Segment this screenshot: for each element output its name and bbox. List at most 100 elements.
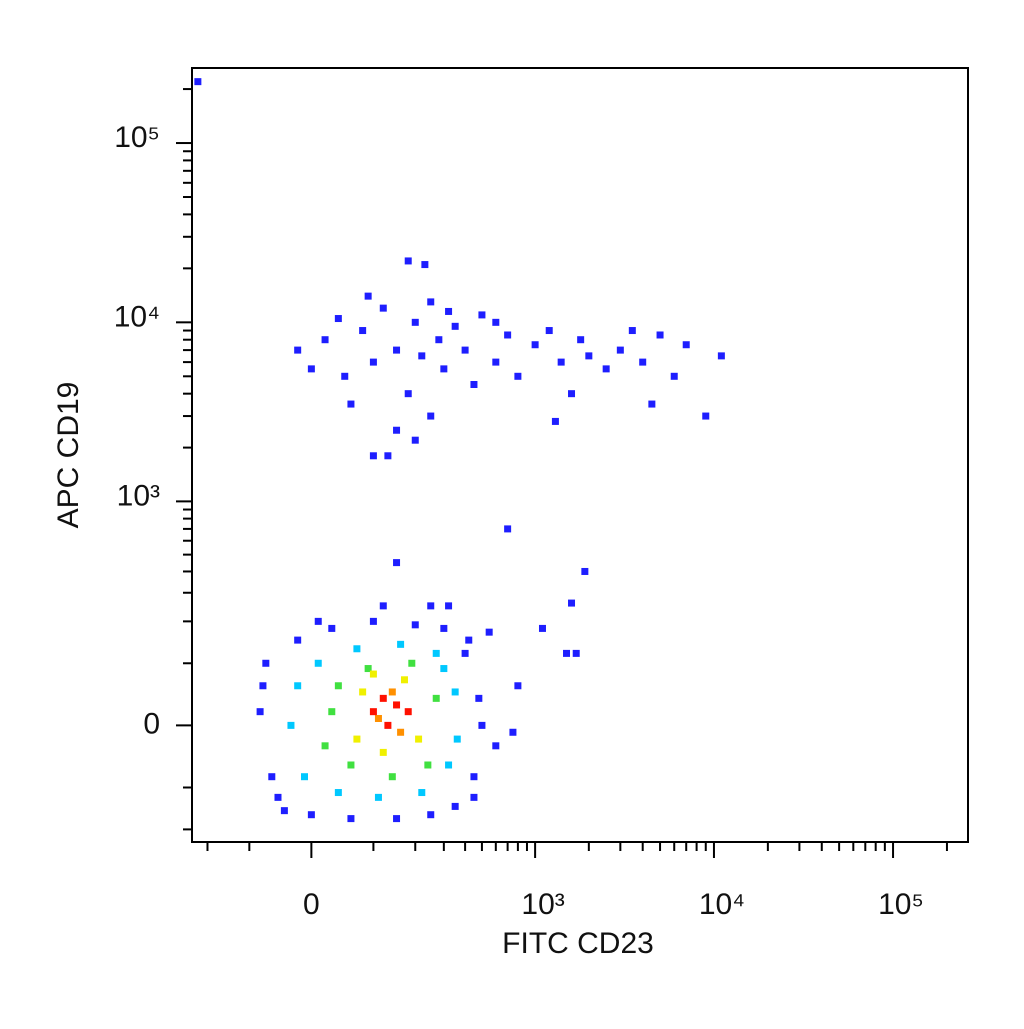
event-dot [369, 708, 377, 716]
event-dot [602, 365, 610, 373]
event-dot [359, 327, 367, 335]
event-dot [470, 380, 478, 388]
event-dot [393, 701, 401, 709]
event-dot [639, 358, 647, 366]
event-dot [538, 624, 546, 632]
event-dot [427, 811, 435, 819]
event-dot [514, 682, 522, 690]
event-dot [418, 352, 426, 360]
event-dot [307, 365, 315, 373]
event-dot [656, 331, 664, 339]
event-dot [492, 318, 500, 326]
event-dot [514, 372, 522, 380]
event-dot [545, 327, 553, 335]
event-dot [568, 599, 576, 607]
event-dot [451, 322, 459, 330]
y-tick-label: 10⁵ [114, 121, 160, 154]
event-dot [628, 327, 636, 335]
event-dot [268, 773, 276, 781]
event-dot [393, 815, 401, 823]
event-dot [364, 292, 372, 300]
event-dot [388, 688, 396, 696]
event-dot [445, 307, 453, 315]
event-dot [347, 761, 355, 769]
event-dot [400, 676, 408, 684]
event-dot [374, 714, 382, 722]
event-dot [492, 742, 500, 750]
event-dot [670, 372, 678, 380]
event-dot [717, 352, 725, 360]
event-dot [307, 811, 315, 819]
event-dot [453, 735, 461, 743]
event-dot [440, 665, 448, 673]
event-dot [440, 365, 448, 373]
event-dot [280, 807, 288, 815]
event-dot [504, 331, 512, 339]
event-dot [364, 665, 372, 673]
x-tick-label: 10³ [521, 888, 564, 921]
event-dot [294, 682, 302, 690]
event-dot [465, 636, 473, 644]
event-dot [404, 708, 412, 716]
event-dot [347, 815, 355, 823]
event-dot [415, 735, 423, 743]
x-axis-label: FITC CD23 [502, 927, 654, 960]
event-dot [294, 636, 302, 644]
plot-frame [191, 67, 969, 843]
event-dot [393, 426, 401, 434]
event-dot [359, 688, 367, 696]
event-dot [397, 728, 405, 736]
event-dot [262, 659, 270, 667]
event-dot [321, 336, 329, 344]
y-axis-label: APC CD19 [52, 382, 85, 529]
event-dot [411, 436, 419, 444]
event-dot [328, 624, 336, 632]
event-dot [470, 773, 478, 781]
event-dot [334, 789, 342, 797]
event-dot [374, 793, 382, 801]
event-dot [504, 525, 512, 533]
event-dot [379, 694, 387, 702]
event-dot [259, 682, 267, 690]
event-dot [314, 617, 322, 625]
event-dot [379, 748, 387, 756]
event-dot [445, 761, 453, 769]
event-dot [379, 304, 387, 312]
event-dot [369, 670, 377, 678]
event-dot [274, 793, 282, 801]
event-dot [421, 261, 429, 269]
event-dot [478, 721, 486, 729]
event-dot [411, 621, 419, 629]
event-dot [424, 761, 432, 769]
event-dot [432, 649, 440, 657]
event-dot [256, 708, 264, 716]
event-dot [334, 315, 342, 323]
event-dot [404, 257, 412, 265]
event-dot [492, 358, 500, 366]
event-dot [478, 311, 486, 319]
event-dot [470, 793, 478, 801]
event-dot [585, 352, 593, 360]
event-dot [461, 649, 469, 657]
event-dot [341, 372, 349, 380]
event-dot [369, 358, 377, 366]
event-dot [384, 452, 392, 460]
event-dot [648, 400, 656, 408]
event-dot [369, 452, 377, 460]
y-tick-label: 0 [143, 707, 160, 740]
event-dot [353, 645, 361, 653]
event-dot [408, 659, 416, 667]
event-dot [563, 649, 571, 657]
event-dot [485, 628, 493, 636]
event-dot [568, 390, 576, 398]
event-dot [411, 318, 419, 326]
event-dot [418, 789, 426, 797]
event-dot [435, 336, 443, 344]
event-dot [445, 602, 453, 610]
x-tick-label: 10⁵ [878, 888, 924, 921]
event-dot [557, 358, 565, 366]
event-dot [432, 694, 440, 702]
event-dot [194, 78, 202, 86]
event-dot [347, 400, 355, 408]
